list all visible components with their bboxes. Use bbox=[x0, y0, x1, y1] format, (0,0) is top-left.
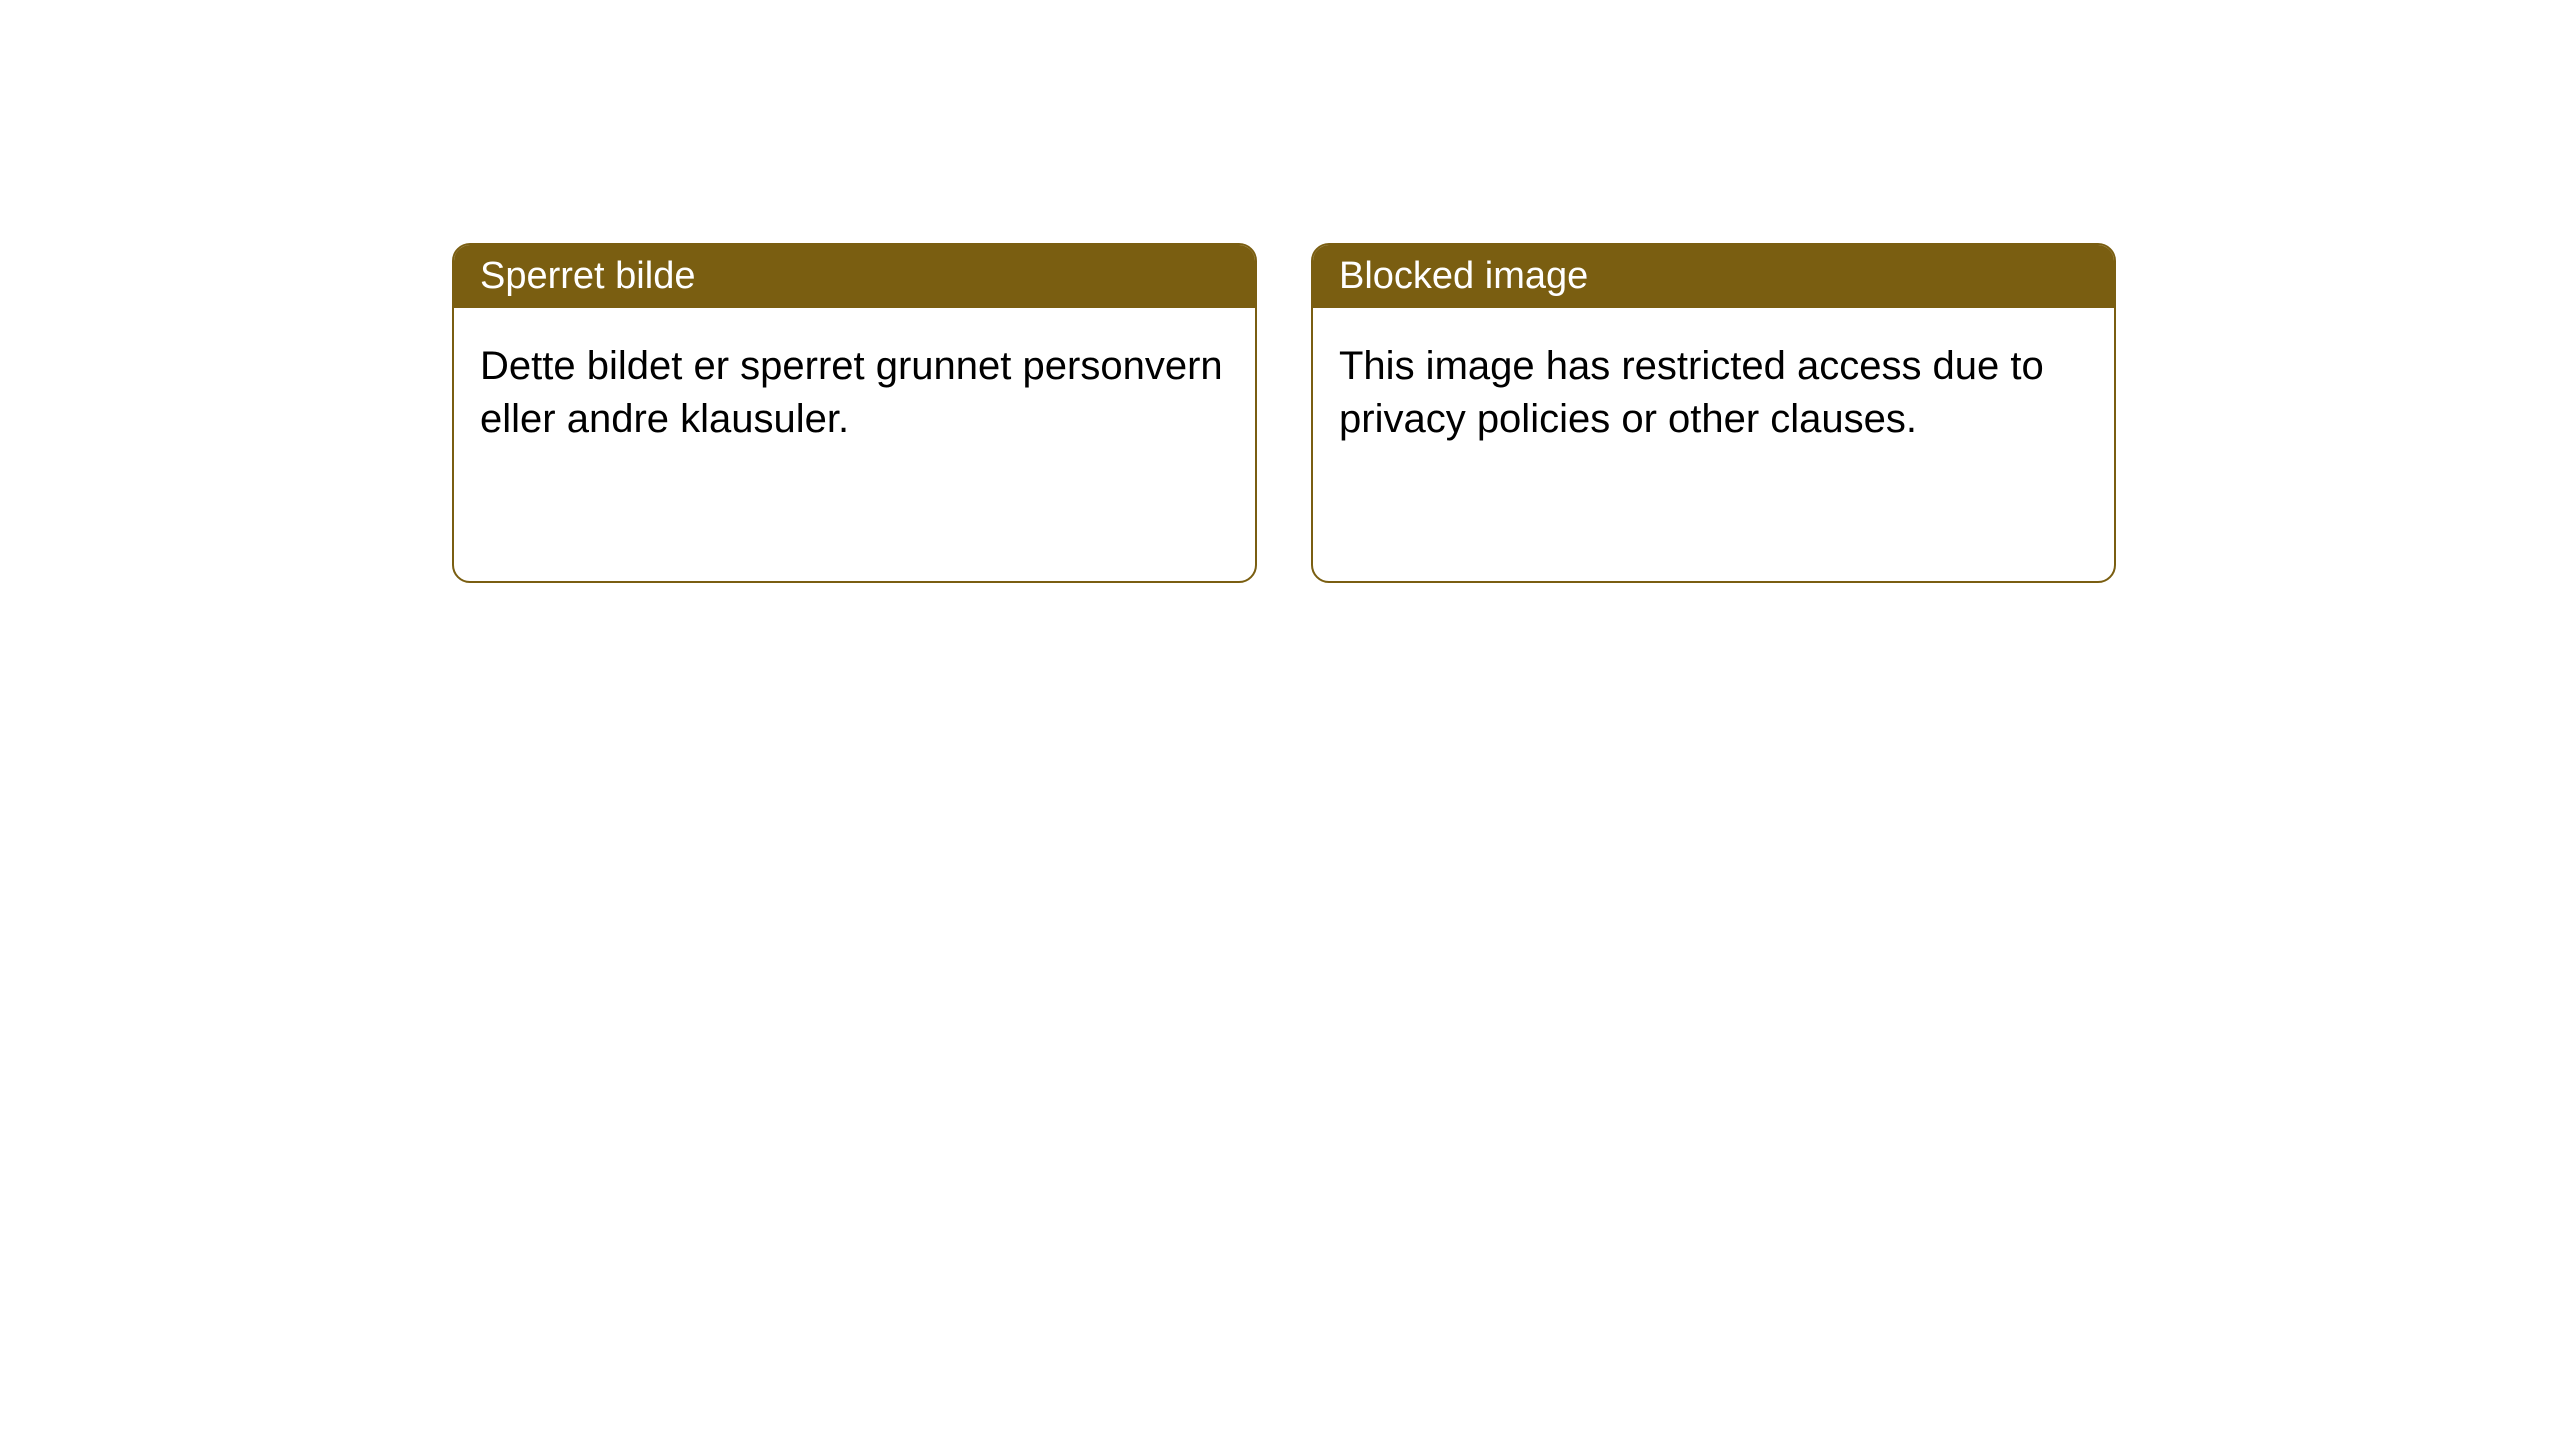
notice-body-text: This image has restricted access due to … bbox=[1339, 344, 2044, 441]
notice-title: Blocked image bbox=[1339, 255, 1588, 297]
notice-title: Sperret bilde bbox=[480, 255, 695, 297]
notice-card-body: Dette bildet er sperret grunnet personve… bbox=[454, 308, 1255, 478]
notice-card-header: Sperret bilde bbox=[454, 245, 1255, 308]
notice-card-header: Blocked image bbox=[1313, 245, 2114, 308]
notice-cards-container: Sperret bilde Dette bildet er sperret gr… bbox=[452, 243, 2116, 583]
notice-card-body: This image has restricted access due to … bbox=[1313, 308, 2114, 478]
notice-card-english: Blocked image This image has restricted … bbox=[1311, 243, 2116, 583]
notice-body-text: Dette bildet er sperret grunnet personve… bbox=[480, 344, 1223, 441]
notice-card-norwegian: Sperret bilde Dette bildet er sperret gr… bbox=[452, 243, 1257, 583]
